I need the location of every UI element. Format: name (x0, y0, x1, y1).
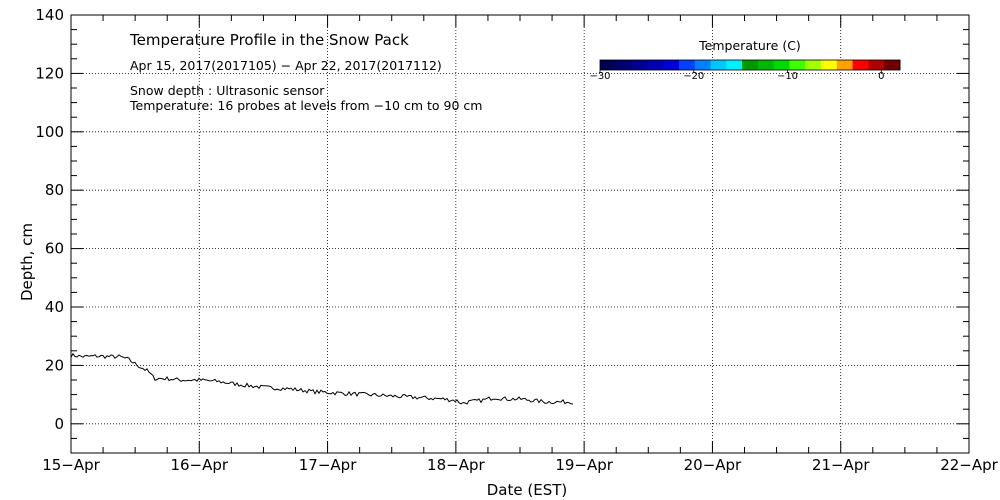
colorbar-cell (615, 60, 632, 70)
colorbar: Temperature (C) −30 −20 −10 0 (589, 38, 901, 82)
colorbar-cell (868, 60, 885, 70)
x-tick-label: 22−Apr (940, 456, 998, 474)
y-tick-label: 120 (35, 64, 64, 82)
y-tick-label: 20 (45, 356, 64, 374)
colorbar-ticks: −30 −20 −10 0 (589, 70, 884, 82)
colorbar-cells (600, 60, 901, 70)
colorbar-cell (694, 60, 711, 70)
series-line-snow-depth (70, 352, 573, 405)
colorbar-cell (631, 60, 648, 70)
colorbar-tick-label: −30 (589, 71, 610, 82)
y-tick-label: 80 (45, 181, 64, 199)
y-tick-labels: 0 20 40 60 80 100 120 140 (35, 6, 64, 433)
colorbar-cell (884, 60, 901, 70)
x-tick-label: 19−Apr (555, 456, 613, 474)
colorbar-cell (789, 60, 806, 70)
colorbar-cell (773, 60, 790, 70)
y-tick-label: 100 (35, 123, 64, 141)
colorbar-cell (647, 60, 664, 70)
colorbar-cell (805, 60, 822, 70)
chart-subtitle: Apr 15, 2017(2017105) − Apr 22, 2017(201… (130, 58, 442, 73)
annotation-snow-depth: Snow depth : Ultrasonic sensor (130, 83, 325, 98)
series-layer (70, 352, 573, 405)
colorbar-tick-label: −20 (683, 71, 704, 82)
y-tick-label: 140 (35, 6, 64, 24)
y-tick-label: 40 (45, 298, 64, 316)
colorbar-cell (757, 60, 775, 70)
chart-title: Temperature Profile in the Snow Pack (129, 31, 409, 49)
annotation-temperature: Temperature: 16 probes at levels from −1… (129, 98, 482, 113)
x-axis-title: Date (EST) (487, 481, 568, 499)
x-tick-labels: 15−Apr 16−Apr 17−Apr 18−Apr 19−Apr 20−Apr 21−A… (42, 456, 998, 474)
colorbar-cell (726, 60, 743, 70)
colorbar-cell (821, 60, 838, 70)
colorbar-tick-label: −10 (777, 71, 798, 82)
colorbar-frame (599, 59, 901, 71)
x-tick-label: 18−Apr (427, 456, 485, 474)
x-tick-label: 15−Apr (42, 456, 100, 474)
colorbar-tick-label: 0 (878, 71, 884, 82)
colorbar-cell (742, 60, 759, 70)
colorbar-cell (600, 60, 617, 70)
colorbar-cell (678, 60, 696, 70)
colorbar-cell (852, 60, 869, 70)
y-axis-title: Depth, cm (18, 223, 36, 301)
x-tick-label: 17−Apr (299, 456, 357, 474)
colorbar-title: Temperature (C) (698, 38, 801, 53)
axis-ticks (70, 14, 970, 454)
colorbar-cell (663, 60, 680, 70)
y-tick-label: 60 (45, 240, 64, 258)
x-tick-label: 20−Apr (684, 456, 742, 474)
y-tick-label: 0 (54, 415, 64, 433)
grid-lines (71, 15, 969, 453)
x-tick-label: 21−Apr (812, 456, 870, 474)
colorbar-cell (836, 60, 854, 70)
x-tick-label: 16−Apr (170, 456, 228, 474)
plot-area-frame (70, 14, 970, 454)
colorbar-cell (710, 60, 727, 70)
